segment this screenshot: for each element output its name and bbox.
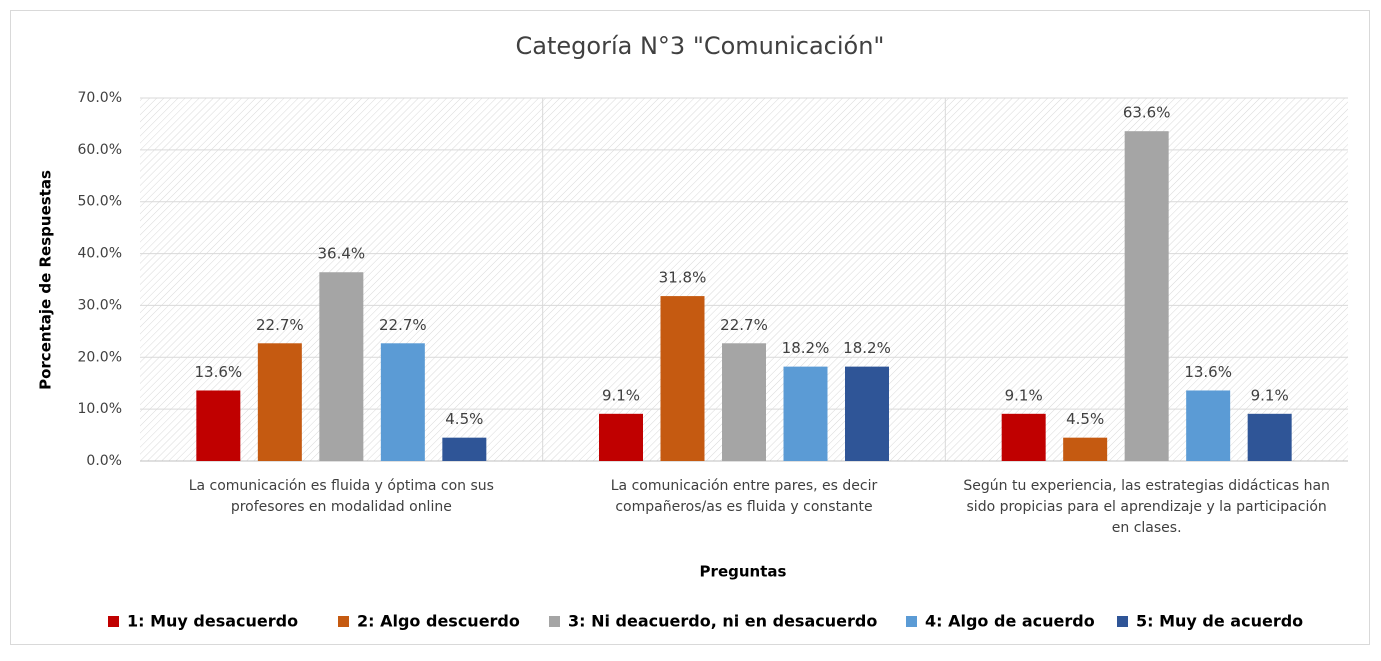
data-label: 9.1%: [1005, 386, 1043, 404]
data-label: 4.5%: [445, 410, 483, 428]
y-axis-title: Porcentaje de Respuestas: [37, 170, 55, 390]
y-tick-label: 50.0%: [78, 194, 122, 210]
y-tick-label: 30.0%: [78, 297, 122, 313]
legend-label: 1: Muy desacuerdo: [127, 612, 298, 631]
x-tick-label-box: La comunicación entre pares, es decir co…: [610, 478, 878, 515]
legend-label: 5: Muy de acuerdo: [1136, 612, 1303, 631]
data-label: 22.7%: [256, 316, 304, 334]
x-tick-label: Según tu experiencia, las estrategias di…: [963, 478, 1330, 536]
data-label: 36.4%: [318, 245, 366, 263]
bar: [257, 343, 302, 461]
bar: [660, 296, 705, 461]
bar: [599, 413, 643, 461]
legend-swatch: [1117, 616, 1128, 627]
chart-title: Categoría N°3 "Comunicación": [516, 32, 885, 60]
y-tick-label: 0.0%: [86, 453, 122, 469]
bar: [1063, 437, 1108, 461]
data-label: 22.7%: [379, 316, 427, 334]
bar: [442, 437, 487, 461]
data-label: 63.6%: [1123, 104, 1171, 122]
legend-label: 3: Ni deacuerdo, ni en desacuerdo: [568, 612, 877, 631]
legend-swatch: [338, 616, 349, 627]
bar: [722, 343, 766, 461]
legend-label: 4: Algo de acuerdo: [925, 612, 1095, 631]
data-label: 13.6%: [1184, 363, 1232, 381]
y-tick-label: 10.0%: [78, 401, 122, 417]
legend-swatch: [906, 616, 917, 627]
data-label: 31.8%: [659, 269, 707, 287]
bar: [1124, 131, 1169, 461]
y-tick-label: 20.0%: [78, 349, 122, 365]
y-tick-label: 60.0%: [78, 142, 122, 158]
legend-swatch: [108, 616, 119, 627]
bar: [783, 366, 828, 461]
bar: [1001, 413, 1046, 461]
x-axis-title: Preguntas: [700, 563, 787, 581]
bar: [1186, 390, 1231, 461]
bar: [1247, 413, 1292, 461]
legend-label: 2: Algo descuerdo: [357, 612, 520, 631]
y-tick-label: 40.0%: [78, 246, 122, 262]
data-label: 13.6%: [195, 363, 243, 381]
x-tick-label: La comunicación es fluida y óptima con s…: [188, 478, 494, 515]
bar: [380, 343, 425, 461]
data-label: 22.7%: [720, 316, 768, 334]
x-tick-label-box: Según tu experiencia, las estrategias di…: [963, 478, 1330, 536]
data-label: 4.5%: [1066, 410, 1104, 428]
y-tick-label: 70.0%: [78, 90, 122, 106]
bar: [319, 272, 364, 461]
legend-swatch: [549, 616, 560, 627]
x-tick-label-box: La comunicación es fluida y óptima con s…: [188, 478, 494, 515]
data-label: 9.1%: [1251, 386, 1289, 404]
data-label: 18.2%: [782, 339, 830, 357]
data-label: 9.1%: [602, 386, 640, 404]
data-label: 18.2%: [843, 339, 891, 357]
bar: [845, 366, 889, 461]
x-tick-label: La comunicación entre pares, es decir co…: [610, 478, 878, 515]
bar: [196, 390, 241, 461]
